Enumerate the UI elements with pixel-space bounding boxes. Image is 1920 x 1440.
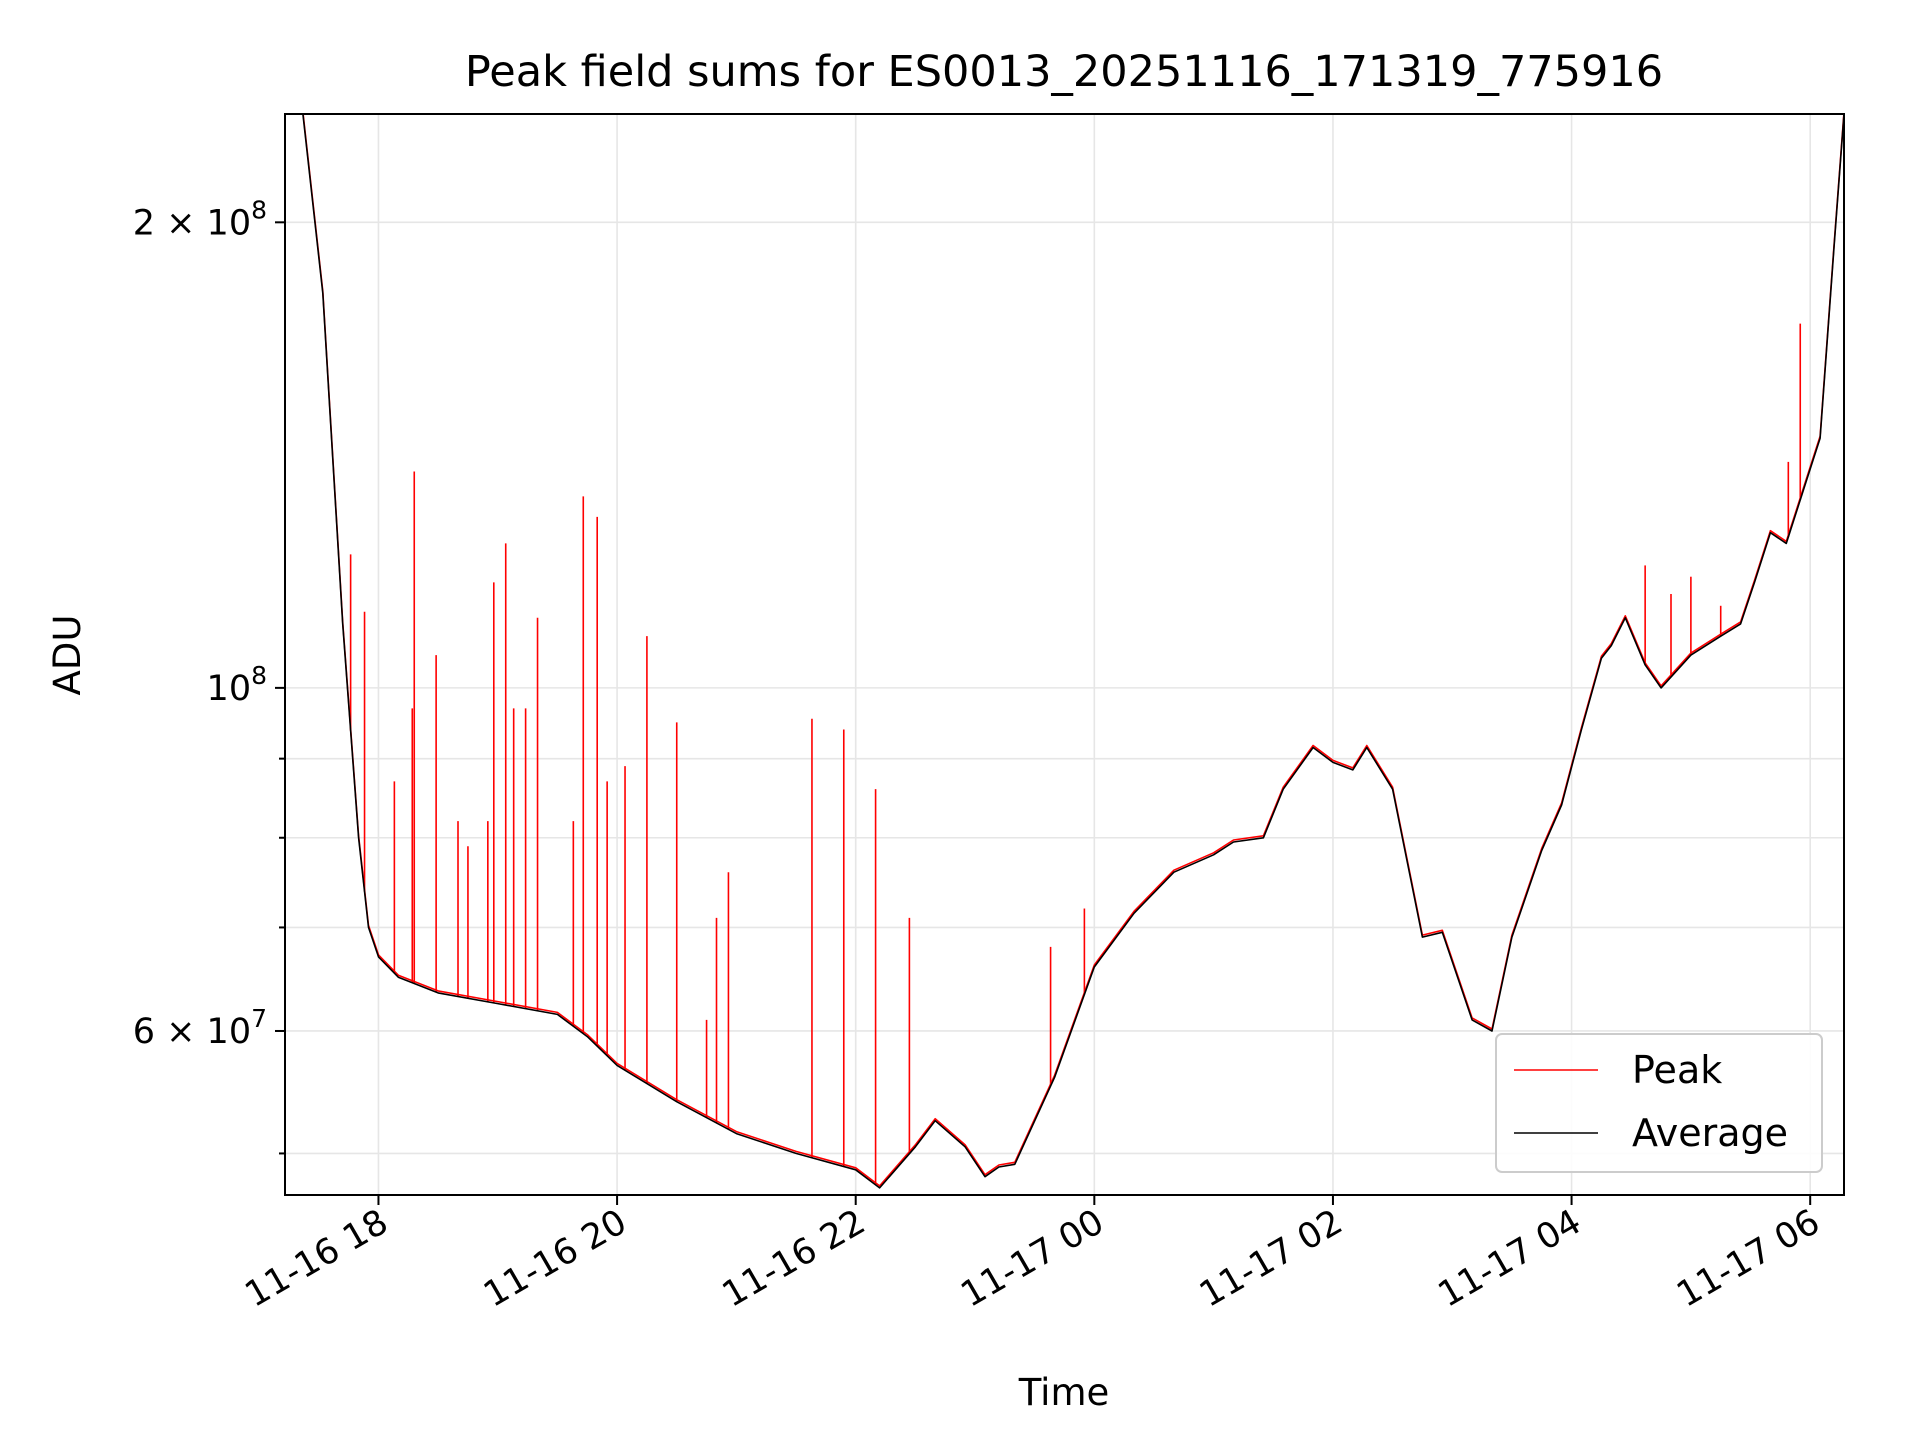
x-axis-label: Time	[1018, 1371, 1110, 1414]
y-tick-label: 2 × 108	[133, 195, 267, 243]
y-axis-label: ADU	[46, 615, 89, 696]
average-series-line	[285, 114, 1844, 1189]
legend-average-label: Average	[1632, 1111, 1788, 1155]
peak-series-line	[302, 114, 1844, 1187]
legend: Peak Average	[1495, 1033, 1823, 1173]
y-tick-label: 108	[207, 661, 267, 709]
legend-box	[1495, 1033, 1823, 1173]
plot-frame	[284, 113, 1845, 1196]
grid	[285, 114, 1844, 1195]
series-group	[285, 114, 1844, 1189]
chart-title: Peak field sums for ES0013_20251116_1713…	[465, 47, 1663, 97]
legend-peak-label: Peak	[1632, 1048, 1722, 1092]
plot-area	[285, 114, 1844, 1189]
y-tick-label: 6 × 107	[133, 1004, 267, 1052]
